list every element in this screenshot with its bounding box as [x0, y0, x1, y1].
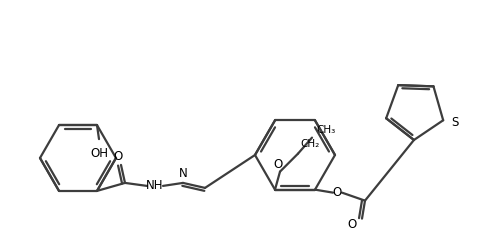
Text: CH₃: CH₃	[316, 125, 334, 135]
Text: O: O	[273, 158, 282, 171]
Text: O: O	[113, 150, 122, 164]
Text: O: O	[347, 218, 356, 231]
Text: CH₂: CH₂	[300, 139, 318, 149]
Text: OH: OH	[90, 147, 108, 160]
Text: O: O	[332, 186, 341, 199]
Text: N: N	[178, 168, 187, 180]
Text: NH: NH	[146, 180, 164, 192]
Text: S: S	[450, 116, 457, 129]
